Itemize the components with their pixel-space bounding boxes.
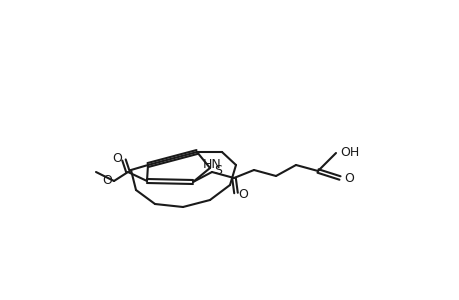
Text: O: O xyxy=(102,175,112,188)
Text: O: O xyxy=(237,188,247,200)
Text: S: S xyxy=(213,164,222,176)
Text: O: O xyxy=(112,152,122,166)
Text: HN: HN xyxy=(202,158,221,171)
Text: O: O xyxy=(343,172,353,185)
Text: OH: OH xyxy=(339,146,358,158)
